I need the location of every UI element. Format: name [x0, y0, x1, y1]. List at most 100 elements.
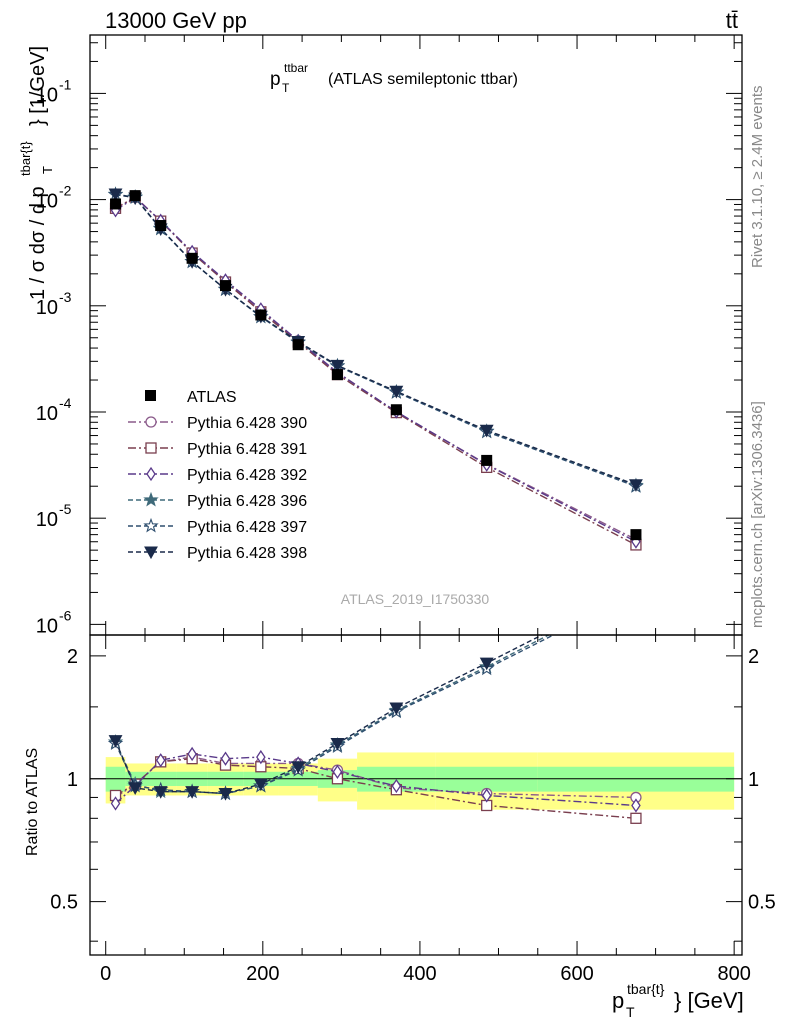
series-ratio-point — [128, 782, 143, 795]
plot-title-text: (ATLAS semileptonic ttbar) — [328, 71, 518, 88]
y-tick-exponent: -6 — [59, 607, 72, 623]
x-tick-label: 400 — [403, 963, 436, 985]
y-tick-exponent: -5 — [59, 501, 72, 517]
series-main-point — [629, 479, 643, 492]
series-ratio-point — [481, 788, 492, 803]
ratio-tick-label-left: 1 — [67, 769, 78, 791]
series-ratio-point — [185, 786, 200, 799]
legend-label-6: Pythia 6.428 398 — [187, 545, 307, 562]
y-axis-label-superscript: tbar{t} — [18, 141, 33, 176]
legend-label-2: Pythia 6.428 391 — [187, 441, 307, 458]
legend-label-1: Pythia 6.428 390 — [187, 415, 307, 432]
atlas-data-point — [255, 309, 267, 321]
series-ratio-point — [332, 764, 343, 779]
y-tick-exponent: -2 — [59, 183, 72, 199]
atlas-data-point — [481, 454, 493, 466]
series-ratio-point — [256, 749, 266, 765]
atlas-data-point — [110, 198, 122, 210]
ratio-axis-label: Ratio to ATLAS — [24, 748, 41, 856]
x-tick-label: 200 — [246, 963, 279, 985]
series-ratio-point — [220, 751, 231, 766]
y-axis-label: 1 / σ dσ / d p T tbar{t} } [1/GeV] — [18, 46, 55, 300]
atlas-data-point — [292, 339, 304, 351]
y-axis-label-subscript: T — [40, 166, 55, 174]
y-tick-label: 10 — [36, 297, 58, 319]
series-ratio-point — [108, 735, 123, 748]
x-axis-label: p T tbar{t} } [GeV] — [612, 981, 744, 1020]
plot-title-symbol: p — [270, 69, 281, 90]
ratio-tick-label-right: 1 — [748, 769, 759, 791]
y-tick-exponent: -3 — [59, 289, 72, 305]
atlas-data-point — [630, 529, 642, 541]
series-3 — [110, 746, 641, 813]
y-tick-label: 10 — [36, 615, 58, 637]
series-main-line — [115, 196, 637, 543]
legend-label-4: Pythia 6.428 396 — [187, 493, 307, 510]
series-ratio-point — [630, 584, 642, 596]
atlas-data-point — [390, 404, 402, 416]
series-main-point — [389, 385, 404, 399]
legend-marker-1 — [145, 416, 157, 428]
legend-atlas-label: ATLAS — [187, 389, 237, 406]
y-tick-label: 10 — [36, 509, 58, 531]
y-tick-exponent: -4 — [59, 395, 72, 411]
x-tick-label: 800 — [717, 963, 750, 985]
x-axis-label-superscript: tbar{t} — [627, 981, 665, 997]
series-ratio-point — [153, 786, 168, 799]
series-ratio-point — [630, 582, 642, 593]
series-ratio-point — [187, 746, 197, 762]
series-main-point — [330, 359, 345, 373]
data-points — [107, 186, 644, 551]
series-6 — [108, 582, 642, 801]
legend-atlas-marker — [145, 390, 156, 401]
series-ratio-line — [114, 635, 555, 795]
analysis-id-label: ATLAS_2019_I1750330 — [341, 591, 490, 607]
series-ratio-point — [291, 761, 306, 774]
x-tick-label: 600 — [560, 963, 593, 985]
series-ratio-point — [630, 587, 642, 599]
ratio-frame — [89, 634, 743, 956]
y-tick-label: 10 — [36, 191, 58, 213]
ratio-tick-label-right: 0.5 — [748, 892, 776, 914]
y-tick-label: 10 — [36, 403, 58, 425]
series-ratio-point — [389, 702, 404, 716]
legend-marker-5 — [143, 517, 159, 533]
ratio-tick-label-left: 2 — [67, 646, 78, 668]
series-ratio-point — [155, 753, 166, 768]
series-ratio-line — [115, 757, 637, 820]
x-tick-label: 0 — [100, 963, 111, 985]
series-ratio-point — [330, 737, 345, 751]
x-axis-label-unit: } [GeV] — [674, 988, 744, 1013]
legend: ATLAS Pythia 6.428 390 Pythia 6.428 391 Pyt… — [128, 389, 307, 562]
atlas-data-point — [129, 190, 141, 202]
energy-label: 13000 GeV pp — [105, 8, 247, 33]
legend-marker-4 — [143, 491, 159, 507]
series-ratio-point — [110, 796, 121, 811]
atlas-data-point — [155, 220, 167, 232]
x-axis-label-subscript: T — [626, 1004, 635, 1020]
y-tick-exponent: -1 — [59, 76, 72, 92]
ratio-tick-label-right: 2 — [748, 646, 759, 668]
mc-series — [107, 582, 642, 824]
series-ratio-point — [630, 812, 642, 824]
legend-marker-3 — [146, 466, 156, 482]
y-axis-label-unit: } [1/GeV] — [27, 46, 49, 126]
plot-title-superscript: ttbar — [284, 61, 308, 75]
atlas-data-point — [331, 369, 343, 381]
legend-label-3: Pythia 6.428 392 — [187, 467, 307, 484]
process-label: tt̄ — [726, 8, 738, 33]
x-axis-label-symbol: p — [612, 988, 624, 1013]
plot-title-subscript: T — [282, 81, 290, 95]
atlas-data-point — [186, 252, 198, 264]
atlas-data-point — [220, 280, 232, 292]
rivet-version-label: Rivet 3.1.10, ≥ 2.4M events — [749, 86, 766, 269]
legend-label-5: Pythia 6.428 397 — [187, 519, 307, 536]
series-ratio-point — [631, 798, 641, 813]
y-tick-label: 10 — [36, 84, 58, 106]
mcplots-label: mcplots.cern.ch [arXiv:1306.3436] — [749, 401, 766, 628]
series-main-point — [479, 424, 494, 438]
plot-title: p T ttbar (ATLAS semileptonic ttbar) — [270, 61, 518, 95]
series-ratio-point — [391, 778, 402, 794]
